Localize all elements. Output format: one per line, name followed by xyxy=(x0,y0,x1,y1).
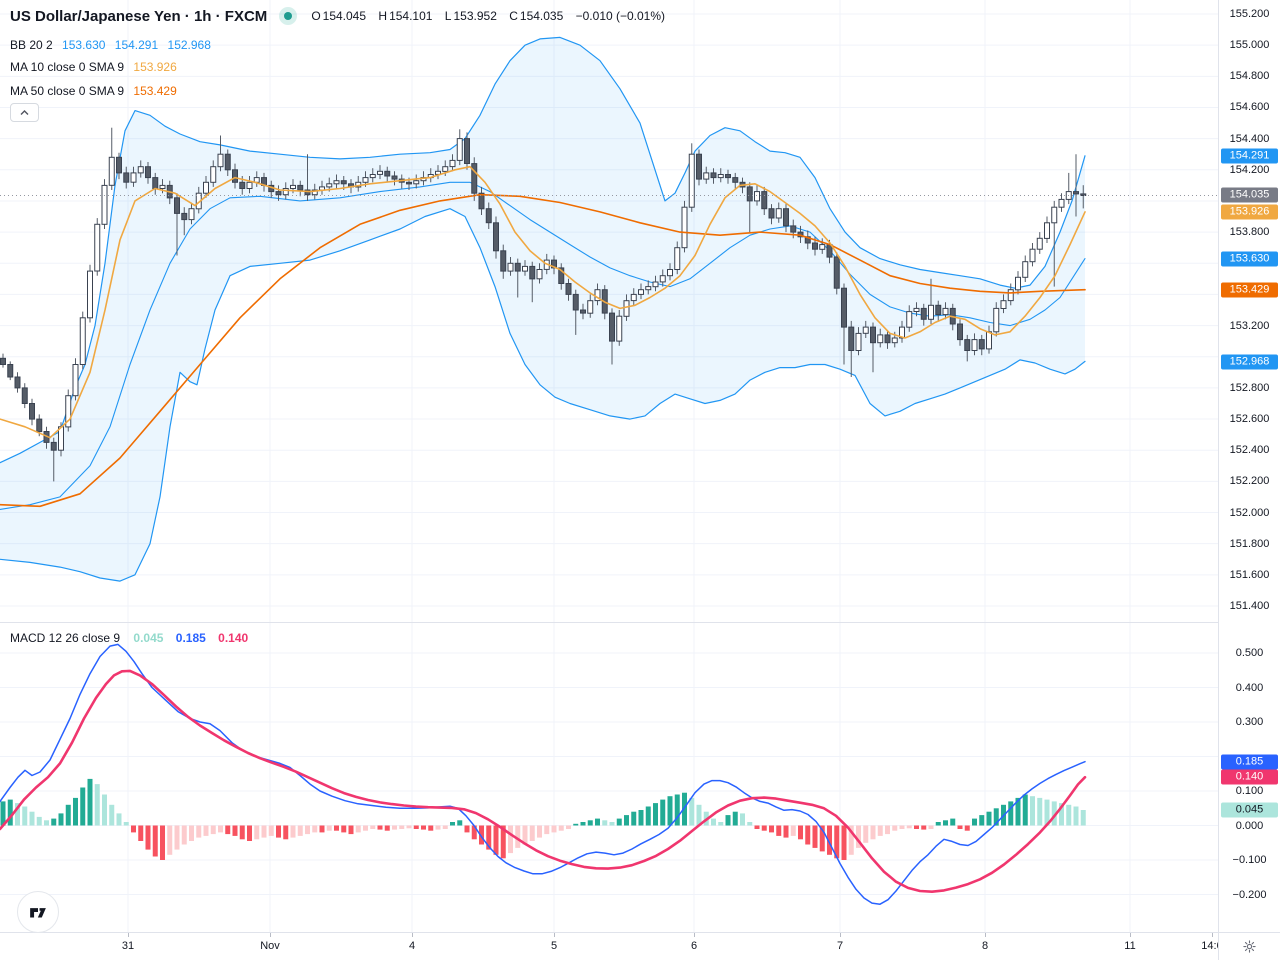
macd-axis-label: 0.400 xyxy=(1235,681,1264,694)
time-axis-label: 11 xyxy=(1124,940,1136,952)
time-axis-tick xyxy=(554,933,555,937)
macd-legend-label: MACD 12 26 close 9 xyxy=(10,631,121,645)
price-axis-label: 154.800 xyxy=(1229,70,1270,83)
low-label: L xyxy=(444,9,452,23)
ma10-value: 153.926 xyxy=(133,60,177,74)
chevron-up-icon xyxy=(20,109,29,115)
price-axis-label: 153.800 xyxy=(1229,226,1270,239)
time-axis-tick xyxy=(412,933,413,937)
high-value: 154.101 xyxy=(389,9,433,23)
low-value: 153.952 xyxy=(453,9,497,23)
market-status-icon[interactable] xyxy=(279,7,298,25)
price-axis-label: 152.000 xyxy=(1229,506,1270,519)
close-label: C xyxy=(509,9,518,23)
price-axis-label: 151.800 xyxy=(1229,537,1270,550)
price-axis-badge: 152.968 xyxy=(1221,354,1278,370)
tradingview-logo-icon xyxy=(30,908,46,918)
macd-signal-value: 0.140 xyxy=(218,631,249,645)
bb-legend-label: BB 20 2 xyxy=(10,38,53,52)
time-axis-tick xyxy=(128,933,129,937)
price-axis-badge: 153.630 xyxy=(1221,251,1278,267)
price-axis-label: 154.200 xyxy=(1229,163,1270,176)
ohlc-readout: O 154.045 H 154.101 L 153.952 C 154.035 −0.0… xyxy=(311,9,667,23)
price-axis-label: 152.200 xyxy=(1229,475,1270,488)
tradingview-logo[interactable] xyxy=(17,891,59,933)
price-axis-label: 155.200 xyxy=(1229,8,1270,20)
time-axis-tick xyxy=(1130,933,1131,937)
price-axis-label: 152.400 xyxy=(1229,444,1270,457)
time-axis-tick xyxy=(270,933,271,937)
price-axis[interactable]: 155.200 155.000 154.800 154.600 154.400 154.2… xyxy=(1218,0,1280,932)
time-axis[interactable]: 31 Nov 4 5 6 7 8 11 14:0 xyxy=(0,932,1218,960)
close-value: 154.035 xyxy=(519,9,564,23)
time-axis-label: 31 xyxy=(121,940,135,952)
time-axis-tick xyxy=(985,933,986,937)
axis-settings-corner[interactable] xyxy=(1218,932,1280,960)
macd-axis-badge: 0.045 xyxy=(1221,802,1278,818)
time-axis-tick xyxy=(694,933,695,937)
macd-axis-label: 0.500 xyxy=(1235,647,1264,659)
macd-hist-value: 0.045 xyxy=(133,631,164,645)
time-axis-label: 5 xyxy=(550,940,558,952)
macd-axis-label: −0.200 xyxy=(1232,888,1267,901)
time-axis-label: 4 xyxy=(408,940,416,952)
open-label: O xyxy=(311,9,321,23)
price-axis-label: 152.800 xyxy=(1229,381,1270,394)
high-label: H xyxy=(378,9,388,23)
gear-icon xyxy=(1243,940,1256,953)
ma10-legend-row[interactable]: MA 10 close 0 SMA 9 153.926 xyxy=(10,60,177,74)
price-axis-badge: 153.926 xyxy=(1221,204,1278,220)
price-axis-badge: 154.035 xyxy=(1221,187,1278,203)
macd-axis-label: −0.100 xyxy=(1232,854,1267,866)
macd-axis-badge: 0.140 xyxy=(1221,769,1278,785)
price-axis-label: 154.400 xyxy=(1229,132,1270,145)
price-axis-label: 153.200 xyxy=(1229,319,1270,332)
ma50-value: 153.429 xyxy=(133,84,177,98)
macd-axis-label: 0.100 xyxy=(1235,785,1264,797)
time-axis-tick xyxy=(1212,933,1213,937)
macd-line-value: 0.185 xyxy=(175,631,206,645)
price-axis-label: 152.600 xyxy=(1229,413,1270,426)
bb-upper-value: 154.291 xyxy=(114,38,159,52)
time-axis-label: 14:0 xyxy=(1201,940,1218,952)
time-axis-label: 8 xyxy=(981,940,989,952)
ma50-legend-label: MA 50 close 0 SMA 9 xyxy=(10,84,125,98)
price-axis-badge: 153.429 xyxy=(1221,282,1278,298)
macd-legend-row[interactable]: MACD 12 26 close 9 0.045 0.185 0.140 xyxy=(10,631,257,645)
macd-axis-label: 0.000 xyxy=(1235,819,1264,832)
price-axis-label: 155.000 xyxy=(1229,39,1270,52)
symbol-row: US Dollar/Japanese Yen · 1h · FXCM O 154.… xyxy=(10,7,667,25)
ma10-legend-label: MA 10 close 0 SMA 9 xyxy=(10,60,125,74)
bb-basis-value: 153.630 xyxy=(62,38,106,52)
macd-axis-label: 0.300 xyxy=(1235,716,1264,728)
pane-separator[interactable] xyxy=(0,622,1280,623)
bb-lower-value: 152.968 xyxy=(167,38,211,52)
ma50-legend-row[interactable]: MA 50 close 0 SMA 9 153.429 xyxy=(10,84,177,98)
collapse-pane-button[interactable] xyxy=(10,103,39,122)
open-value: 154.045 xyxy=(322,9,367,23)
time-axis-tick xyxy=(840,933,841,937)
price-axis-label: 154.600 xyxy=(1229,101,1270,114)
time-axis-label: 6 xyxy=(690,940,698,952)
bb-legend-row[interactable]: BB 20 2 153.630 154.291 152.968 xyxy=(10,38,211,52)
change-value: −0.010 (−0.01%) xyxy=(575,9,666,23)
price-axis-label: 151.600 xyxy=(1229,568,1270,581)
time-axis-label: Nov xyxy=(260,940,280,952)
price-axis-label: 151.400 xyxy=(1229,600,1270,612)
symbol-title[interactable]: US Dollar/Japanese Yen · 1h · FXCM xyxy=(10,7,268,25)
price-axis-badge: 154.291 xyxy=(1221,148,1278,164)
time-axis-label: 7 xyxy=(836,940,844,952)
macd-axis-badge: 0.185 xyxy=(1221,754,1278,770)
